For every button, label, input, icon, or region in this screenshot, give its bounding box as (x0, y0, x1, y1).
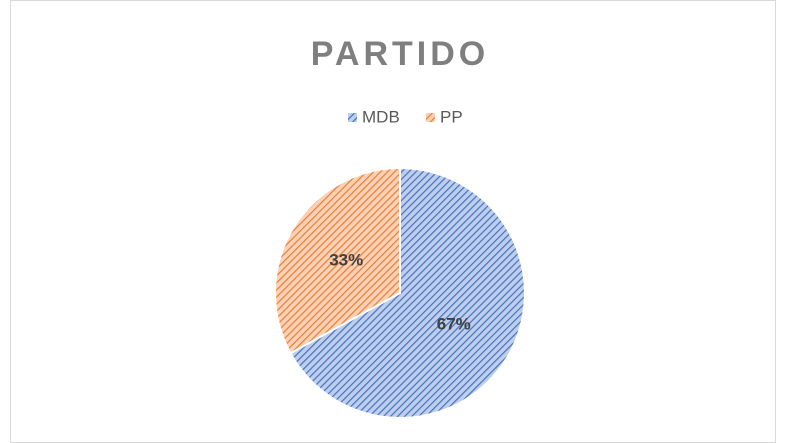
pie-slice (289, 166, 526, 419)
data-label: 67% (437, 314, 471, 333)
chart-title: PARTIDO (311, 35, 489, 73)
legend-swatch (426, 113, 435, 122)
pie-slice (274, 166, 401, 355)
legend-label: PP (440, 107, 463, 126)
legend-label: MDB (362, 107, 400, 126)
data-label: 33% (329, 251, 363, 270)
legend-swatch (348, 113, 357, 122)
